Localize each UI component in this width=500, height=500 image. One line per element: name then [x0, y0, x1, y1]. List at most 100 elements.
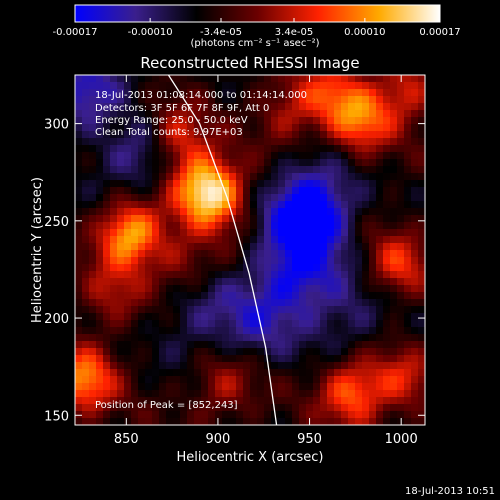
heatmap-cell — [376, 362, 384, 370]
heatmap-cell — [187, 250, 195, 258]
heatmap-cell — [187, 96, 195, 104]
heatmap-cell — [362, 159, 370, 167]
heatmap-cell — [152, 313, 160, 321]
heatmap-cell — [355, 334, 363, 342]
heatmap-cell — [103, 117, 111, 125]
heatmap-cell — [229, 313, 237, 321]
heatmap-cell — [82, 229, 90, 237]
heatmap-cell — [75, 411, 83, 419]
heatmap-cell — [299, 75, 307, 83]
heatmap-cell — [299, 418, 307, 425]
heatmap-cell — [341, 348, 349, 356]
heatmap-cell — [124, 411, 132, 419]
heatmap-cell — [96, 75, 104, 83]
heatmap-cell — [320, 292, 328, 300]
heatmap-cell — [75, 362, 83, 370]
heatmap-cell — [180, 222, 188, 230]
heatmap-cell — [173, 194, 181, 202]
heatmap-cell — [159, 187, 167, 195]
heatmap-cell — [89, 75, 97, 83]
heatmap-cell — [285, 397, 293, 405]
heatmap-cell — [397, 355, 405, 363]
heatmap-cell — [194, 369, 202, 377]
heatmap-cell — [208, 103, 216, 111]
heatmap-cell — [418, 292, 425, 300]
heatmap-cell — [96, 243, 104, 251]
heatmap-cell — [250, 306, 258, 314]
heatmap-cell — [243, 187, 251, 195]
heatmap-cell — [208, 180, 216, 188]
heatmap-cell — [124, 362, 132, 370]
heatmap-cell — [82, 103, 90, 111]
heatmap-cell — [376, 145, 384, 153]
heatmap-cell — [187, 411, 195, 419]
heatmap-cell — [341, 320, 349, 328]
heatmap-cell — [187, 390, 195, 398]
heatmap-cell — [299, 320, 307, 328]
heatmap-cell — [124, 243, 132, 251]
heatmap-cell — [138, 152, 146, 160]
heatmap-cell — [222, 383, 230, 391]
heatmap-cell — [82, 82, 90, 90]
heatmap-cell — [397, 397, 405, 405]
heatmap-cell — [369, 404, 377, 412]
heatmap-cell — [110, 89, 118, 97]
colorbar-ticks: -0.00017 -0.00010 -3.4e-05 3.4e-05 0.00010 0.… — [53, 18, 461, 38]
heatmap-cell — [159, 383, 167, 391]
heatmap-cell — [369, 257, 377, 265]
heatmap-cell — [257, 222, 265, 230]
heatmap-cell — [243, 222, 251, 230]
heatmap-cell — [89, 355, 97, 363]
heatmap-cell — [411, 201, 419, 209]
heatmap-cell — [390, 173, 398, 181]
heatmap-cell — [250, 152, 258, 160]
heatmap-cell — [159, 131, 167, 139]
heatmap-cell — [236, 257, 244, 265]
heatmap-cell — [131, 278, 139, 286]
heatmap-cell — [103, 418, 111, 425]
heatmap-cell — [313, 278, 321, 286]
heatmap-cell — [110, 285, 118, 293]
heatmap-cell — [159, 334, 167, 342]
heatmap-cell — [236, 299, 244, 307]
heatmap-cell — [243, 292, 251, 300]
heatmap-cell — [173, 292, 181, 300]
heatmap-cell — [390, 89, 398, 97]
heatmap-cell — [418, 187, 425, 195]
heatmap-cell — [215, 334, 223, 342]
heatmap-cell — [362, 292, 370, 300]
heatmap-cell — [348, 383, 356, 391]
heatmap-cell — [285, 299, 293, 307]
heatmap-cell — [327, 152, 335, 160]
heatmap-cell — [257, 376, 265, 384]
heatmap-cell — [299, 355, 307, 363]
heatmap-cell — [75, 222, 83, 230]
heatmap-cell — [103, 376, 111, 384]
heatmap-cell — [313, 166, 321, 174]
heatmap-cell — [341, 166, 349, 174]
heatmap-cell — [306, 299, 314, 307]
heatmap-cell — [243, 152, 251, 160]
heatmap-cell — [201, 110, 209, 118]
heatmap-cell — [271, 376, 279, 384]
heatmap-cell — [82, 278, 90, 286]
heatmap-cell — [75, 334, 83, 342]
heatmap-cell — [404, 383, 412, 391]
heatmap-cell — [257, 257, 265, 265]
heatmap-cell — [229, 369, 237, 377]
heatmap-cell — [397, 89, 405, 97]
heatmap-cell — [187, 201, 195, 209]
x-axis-label: Heliocentric X (arcsec) — [177, 450, 324, 465]
heatmap-cell — [397, 376, 405, 384]
heatmap-cell — [264, 96, 272, 104]
heatmap-cell — [355, 124, 363, 132]
heatmap-cell — [131, 404, 139, 412]
heatmap-cell — [369, 229, 377, 237]
heatmap-cell — [152, 404, 160, 412]
heatmap-cell — [383, 264, 391, 272]
heatmap-cell — [390, 292, 398, 300]
heatmap-cell — [404, 131, 412, 139]
heatmap-cell — [236, 138, 244, 146]
heatmap-cell — [411, 187, 419, 195]
info-line-time: 18-Jul-2013 01:08:14.000 to 01:14:14.000 — [95, 90, 307, 101]
